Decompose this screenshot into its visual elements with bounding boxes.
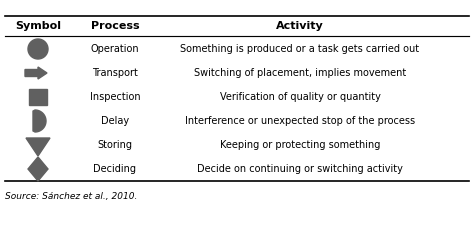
- Polygon shape: [33, 110, 46, 132]
- Text: Decide on continuing or switching activity: Decide on continuing or switching activi…: [197, 164, 403, 174]
- Text: Something is produced or a task gets carried out: Something is produced or a task gets car…: [181, 44, 419, 54]
- Text: Source: Sánchez et al., 2010.: Source: Sánchez et al., 2010.: [5, 192, 137, 201]
- Text: Verification of quality or quantity: Verification of quality or quantity: [219, 92, 381, 102]
- Polygon shape: [28, 157, 48, 181]
- Circle shape: [28, 39, 48, 59]
- Text: Inspection: Inspection: [90, 92, 140, 102]
- Text: Interference or unexpected stop of the process: Interference or unexpected stop of the p…: [185, 116, 415, 126]
- Polygon shape: [26, 138, 50, 156]
- Bar: [29, 89, 47, 105]
- Text: Process: Process: [91, 21, 139, 31]
- Text: Transport: Transport: [92, 68, 138, 78]
- Text: Operation: Operation: [91, 44, 139, 54]
- Text: Delay: Delay: [101, 116, 129, 126]
- Text: Deciding: Deciding: [93, 164, 137, 174]
- Text: Keeping or protecting something: Keeping or protecting something: [220, 140, 380, 150]
- Text: Switching of placement, implies movement: Switching of placement, implies movement: [194, 68, 406, 78]
- FancyArrow shape: [25, 67, 47, 79]
- Text: Storing: Storing: [98, 140, 133, 150]
- Text: Symbol: Symbol: [15, 21, 61, 31]
- Text: Activity: Activity: [276, 21, 324, 31]
